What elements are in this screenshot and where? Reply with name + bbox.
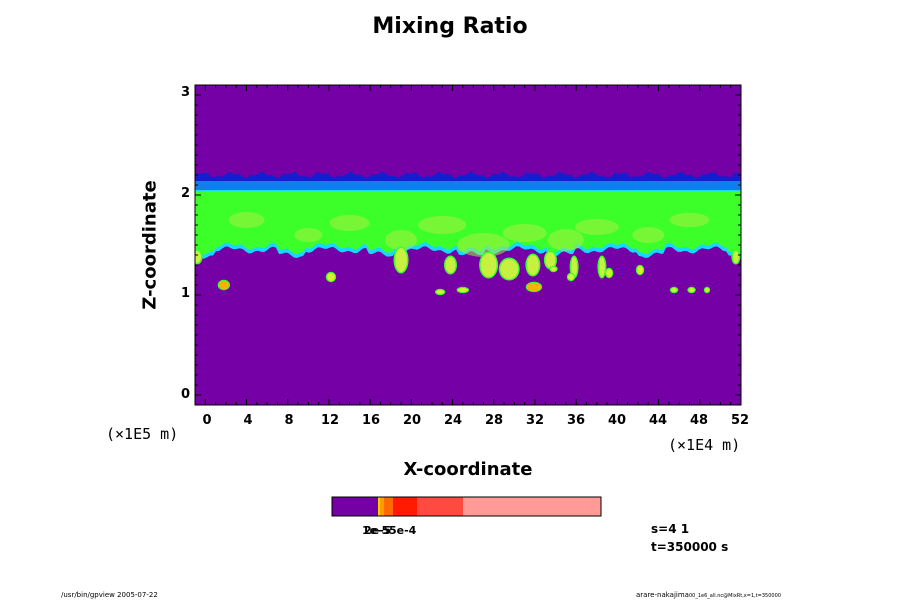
y-unit-label: (×1E5 m) [106,425,179,443]
mixing-texture-blob [294,228,323,242]
mixing-texture-blob [547,229,584,251]
plume-core [480,253,497,277]
plume-core [598,257,605,277]
plume-core [500,259,519,279]
footer-source-name: arare-nakajima [636,591,689,599]
parcel-core [550,267,557,271]
x-tick-label: 20 [402,413,422,428]
upper-boundary-inner-band [195,181,741,190]
x-axis-label: X-coordinate [403,459,533,480]
parcel-core [326,273,335,281]
parcel-core [637,266,644,274]
x-tick-label: 36 [566,413,586,428]
x-tick-label: 52 [730,413,750,428]
footer-command: /usr/bin/gpview 2005-07-22 [61,591,158,599]
x-tick-label: 8 [284,413,294,428]
plume-core [195,251,202,263]
parcel-core [606,269,613,277]
parcel-core [705,288,710,292]
plume-core [395,248,408,272]
x-tick-label: 44 [648,413,668,428]
plume-core [732,251,739,263]
mixing-texture-blob [574,219,619,235]
plume-core [445,257,456,273]
x-tick-label: 12 [320,413,340,428]
parcel-core [218,281,229,289]
parcel-core [436,290,445,294]
x-tick-label: 16 [361,413,381,428]
heatmap-field [195,171,741,296]
plume-core [571,257,578,277]
x-tick-label: 4 [243,413,253,428]
mixing-texture-blob [457,233,510,257]
y-tick-label: 2 [180,186,190,201]
x-unit-label: (×1E4 m) [668,436,741,454]
colorbar-tick-label: 5e-4 [389,524,417,537]
colorbar-segment [380,497,384,516]
plume-core [545,252,556,268]
mixing-layer [195,191,741,255]
x-tick-label: 24 [443,413,463,428]
colorbar-segment [463,497,601,516]
y-tick-label: 1 [180,286,190,301]
mixing-texture-blob [228,212,265,228]
mixing-texture-blob [502,224,547,242]
colorbar-segment [384,497,393,516]
x-tick-label: 32 [525,413,545,428]
parcel-core [526,283,541,291]
y-tick-label: 0 [180,387,190,402]
x-tick-label: 48 [689,413,709,428]
y-axis-label: Z-coordinate [139,180,161,310]
colorbar-tick-label: 2e-5 [364,524,392,537]
parcel-core [568,274,575,280]
x-tick-label: 28 [484,413,504,428]
chart-title: Mixing Ratio [372,14,528,39]
colorbar-segment [417,497,463,516]
parcel-core [671,288,678,292]
x-tick-label: 0 [202,413,212,428]
time-label: t=350000 s [651,540,729,554]
footer-source: arare-nakajima00_1e6_all.nc@MixRt,x=1,t=… [636,591,781,599]
x-tick-label: 40 [607,413,627,428]
colorbar-frame [331,496,602,517]
step-label: s=4 1 [651,522,690,536]
y-tick-label: 3 [180,85,190,100]
parcel-core [457,288,468,292]
mixing-texture-blob [418,216,467,234]
colorbar-tick-label: 1e-5 [362,524,390,537]
parcel-core [688,288,695,292]
colorbar-segment [378,497,380,516]
colorbar-segment [332,497,378,516]
mixing-texture-blob [669,213,710,227]
mixing-texture-blob [329,215,370,231]
plume-core [526,255,539,275]
mixing-texture-blob [385,230,418,250]
colorbar-segment [393,497,417,516]
footer-source-detail: 00_1e6_all.nc@MixRt,x=1,t=350000 [688,593,781,599]
mixing-texture-blob [632,227,665,243]
